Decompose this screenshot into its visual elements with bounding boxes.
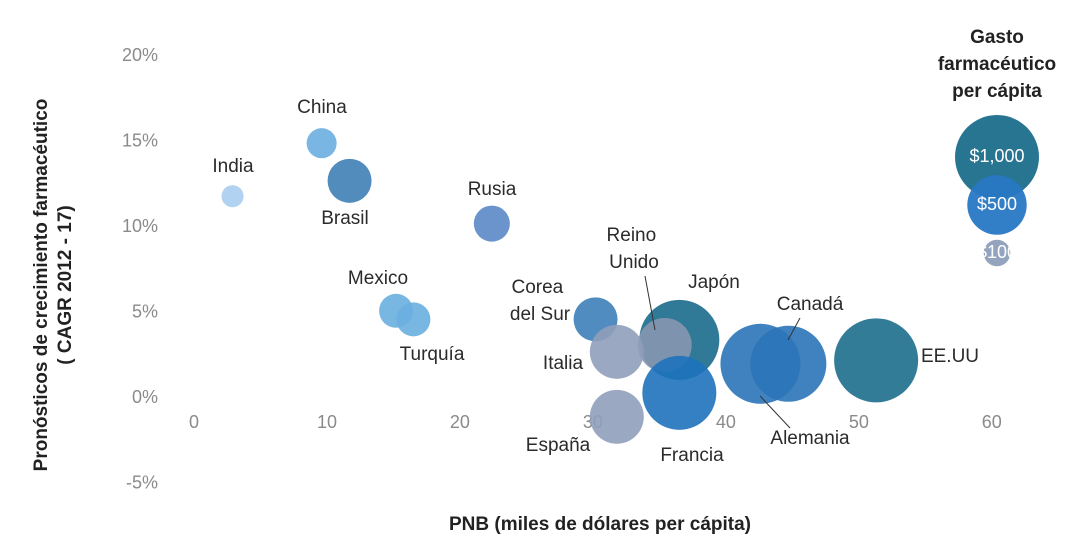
- size-legend-title: farmacéutico: [938, 54, 1056, 75]
- leader-line: [644, 275, 656, 331]
- x-axis-title: PNB (miles de dólares per cápita): [449, 514, 751, 535]
- point-label: Reino Unido: [607, 225, 662, 273]
- x-tick-label: 20: [450, 412, 470, 432]
- point-label: China: [297, 97, 347, 118]
- x-tick-label: 40: [716, 412, 736, 432]
- y-tick-label: 15%: [122, 130, 158, 150]
- bubble: [306, 128, 337, 159]
- x-tick-label: 10: [317, 412, 337, 432]
- x-tick-label: 0: [189, 412, 199, 432]
- leader-line: [787, 317, 801, 341]
- x-tick-label: 60: [982, 412, 1002, 432]
- bubble: [396, 302, 431, 337]
- point-label: Francia: [660, 445, 724, 466]
- point-label: India: [212, 156, 254, 177]
- size-legend-label: $100: [977, 242, 1017, 262]
- x-tick-label: 50: [849, 412, 869, 432]
- size-legend-bubble: [955, 115, 1039, 199]
- bubble: [642, 355, 717, 430]
- y-tick-label: 5%: [132, 301, 158, 321]
- bubble: [834, 318, 919, 403]
- bubble: [750, 325, 827, 402]
- point-label: EE.UU: [921, 346, 979, 367]
- y-tick-label: -5%: [126, 472, 158, 492]
- point-label: Brasil: [321, 208, 369, 229]
- point-label: Italia: [543, 353, 584, 374]
- point-label: Corea del Sur: [510, 277, 571, 325]
- bubble: [473, 205, 510, 242]
- point-label: Turquía: [400, 344, 465, 365]
- y-axis-title: Pronósticos de crecimiento farmacéutico: [31, 99, 52, 472]
- size-legend-bubble: [967, 175, 1027, 235]
- bubble: [589, 324, 644, 379]
- point-label: Alemania: [770, 428, 850, 449]
- size-legend-label: $500: [977, 194, 1017, 214]
- size-legend-label: $1,000: [969, 146, 1024, 166]
- point-label: España: [526, 435, 591, 456]
- point-label: Mexico: [348, 268, 408, 289]
- bubble: [221, 185, 244, 208]
- y-axis-title: ( CAGR 2012 - 17): [55, 205, 76, 364]
- size-legend-title: Gasto: [970, 27, 1024, 48]
- leader-line: [759, 395, 791, 429]
- y-tick-label: 10%: [122, 216, 158, 236]
- y-tick-label: 20%: [122, 45, 158, 65]
- point-label: Canadá: [777, 294, 844, 315]
- size-legend-bubble: [983, 239, 1011, 267]
- y-tick-label: 0%: [132, 387, 158, 407]
- bubble: [589, 389, 644, 444]
- point-label: Japón: [688, 272, 740, 293]
- point-label: Rusia: [468, 179, 517, 200]
- size-legend-title: per cápita: [952, 81, 1042, 102]
- bubble: [327, 158, 372, 203]
